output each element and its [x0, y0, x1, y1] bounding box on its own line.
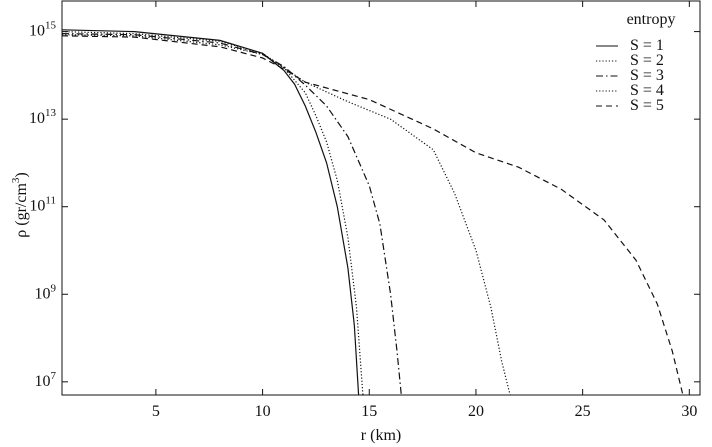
y-tick-label: 1015 [29, 19, 57, 39]
y-axis-label: ρ (gr/cm3) [10, 172, 30, 237]
x-tick-label: 30 [681, 403, 697, 420]
legend-label: S = 3 [630, 67, 664, 84]
x-tick-label: 25 [575, 403, 591, 420]
x-tick-label: 10 [255, 403, 271, 420]
plot-frame [61, 0, 701, 396]
x-axis-label: r (km) [361, 427, 401, 444]
legend-label: S = 2 [630, 52, 664, 69]
legend-title: entropy [627, 11, 676, 28]
series-line [61, 34, 511, 396]
series-line [61, 29, 360, 396]
y-tick-label: 109 [35, 282, 57, 302]
legend-label: S = 5 [630, 97, 664, 114]
x-tick-label: 5 [152, 403, 160, 420]
series-line [61, 35, 684, 396]
y-tick-label: 107 [35, 369, 57, 389]
x-tick-label: 15 [361, 403, 377, 420]
legend-label: S = 4 [630, 82, 664, 99]
legend-label: S = 1 [630, 37, 664, 54]
series-line [61, 33, 402, 396]
x-tick-label: 20 [468, 403, 484, 420]
y-tick-label: 1011 [29, 194, 56, 214]
y-tick-label: 1013 [29, 107, 57, 127]
